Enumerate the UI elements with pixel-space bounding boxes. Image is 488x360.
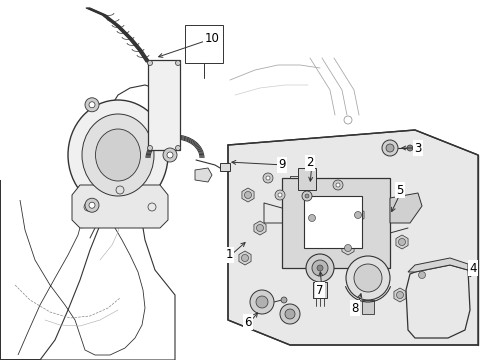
Text: 10: 10	[204, 31, 219, 45]
Circle shape	[175, 60, 180, 66]
Bar	[282, 178, 389, 268]
Circle shape	[346, 256, 389, 300]
Circle shape	[167, 152, 173, 158]
Circle shape	[302, 191, 311, 201]
Polygon shape	[393, 288, 405, 302]
Polygon shape	[0, 85, 175, 360]
Circle shape	[316, 265, 323, 271]
Circle shape	[89, 102, 95, 108]
Polygon shape	[242, 188, 254, 202]
Text: 3: 3	[413, 141, 421, 154]
Circle shape	[256, 225, 263, 231]
Text: 8: 8	[350, 302, 358, 315]
Circle shape	[147, 60, 152, 66]
Circle shape	[85, 198, 99, 212]
Polygon shape	[407, 258, 467, 272]
Polygon shape	[395, 235, 407, 249]
Circle shape	[241, 255, 248, 261]
Circle shape	[280, 304, 299, 324]
Text: 6: 6	[244, 315, 251, 328]
Circle shape	[381, 140, 397, 156]
Circle shape	[418, 271, 425, 279]
Text: 5: 5	[395, 184, 403, 197]
Polygon shape	[341, 241, 353, 255]
Polygon shape	[389, 193, 421, 223]
Circle shape	[281, 297, 286, 303]
Polygon shape	[415, 268, 427, 282]
Circle shape	[263, 173, 272, 183]
Circle shape	[335, 183, 339, 187]
Circle shape	[311, 260, 327, 276]
Bar	[220, 163, 229, 171]
Circle shape	[305, 194, 308, 198]
Polygon shape	[195, 168, 212, 182]
Circle shape	[244, 192, 251, 198]
Bar	[312, 282, 326, 298]
Ellipse shape	[68, 100, 168, 210]
Circle shape	[344, 244, 351, 252]
Bar	[361, 300, 373, 314]
Circle shape	[147, 145, 152, 150]
Circle shape	[274, 190, 285, 200]
Circle shape	[175, 145, 180, 150]
Circle shape	[396, 292, 403, 298]
Circle shape	[285, 309, 294, 319]
Circle shape	[354, 211, 361, 219]
Text: 4: 4	[468, 261, 476, 274]
Circle shape	[256, 296, 267, 308]
Text: 7: 7	[316, 284, 323, 297]
Text: 1: 1	[225, 248, 232, 261]
Circle shape	[265, 176, 269, 180]
Ellipse shape	[82, 114, 154, 196]
Polygon shape	[253, 221, 265, 235]
Circle shape	[398, 238, 405, 246]
Bar	[148, 60, 180, 150]
Circle shape	[249, 290, 273, 314]
Bar	[184, 25, 223, 63]
Circle shape	[305, 254, 333, 282]
Bar	[304, 196, 361, 248]
Polygon shape	[305, 211, 317, 225]
Ellipse shape	[95, 129, 140, 181]
Circle shape	[332, 180, 342, 190]
Circle shape	[85, 98, 99, 112]
Circle shape	[278, 193, 282, 197]
Circle shape	[406, 145, 412, 151]
Polygon shape	[72, 185, 168, 228]
Circle shape	[89, 202, 95, 208]
Bar	[297, 168, 315, 190]
Polygon shape	[405, 265, 469, 338]
Circle shape	[385, 144, 393, 152]
Polygon shape	[239, 251, 250, 265]
Polygon shape	[351, 208, 364, 222]
Polygon shape	[227, 130, 477, 345]
Circle shape	[308, 215, 315, 221]
Circle shape	[353, 264, 381, 292]
Text: 2: 2	[305, 157, 313, 170]
Circle shape	[163, 148, 177, 162]
Text: 9: 9	[278, 158, 285, 171]
